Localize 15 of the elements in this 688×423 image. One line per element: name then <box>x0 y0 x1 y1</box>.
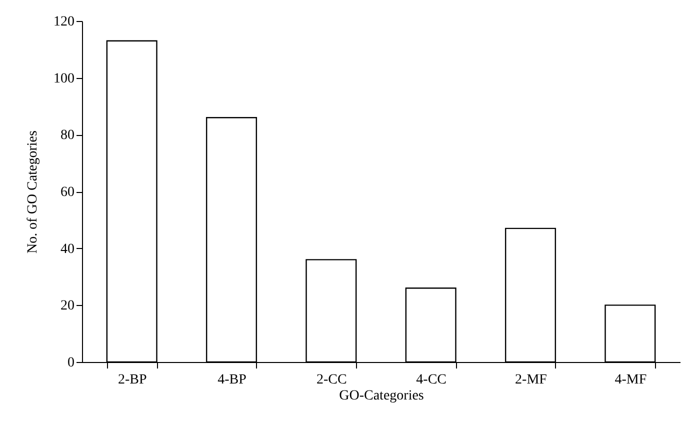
x-tick-label: 4-BP <box>218 372 247 388</box>
x-tick-label: 2-CC <box>316 372 347 388</box>
y-axis-title: No. of GO Categories <box>26 130 40 254</box>
y-tick-label: 60 <box>60 185 74 200</box>
y-tick-label: 20 <box>60 298 74 314</box>
x-tick-label: 2-BP <box>118 372 147 388</box>
x-tick-label: 4-CC <box>416 372 447 388</box>
x-tick-label: 4-MF <box>614 372 647 388</box>
y-tick-label: 40 <box>60 242 74 257</box>
y-tick-label: 80 <box>60 128 74 144</box>
y-tick-label: 0 <box>68 356 74 370</box>
y-tick-label: 120 <box>54 14 74 30</box>
y-tick-label: 100 <box>54 71 74 86</box>
x-axis-title: GO-Categories <box>339 388 424 404</box>
x-tick-label: 2-MF <box>515 372 548 388</box>
